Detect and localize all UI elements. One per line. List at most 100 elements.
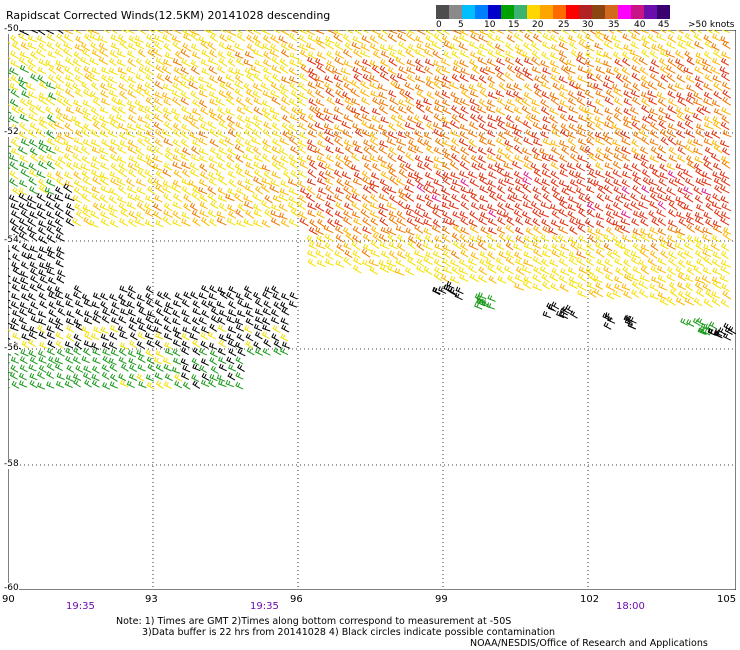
wind-barb xyxy=(190,59,199,68)
wind-barb xyxy=(91,373,100,382)
wind-barb xyxy=(201,372,210,381)
wind-barb xyxy=(46,331,55,340)
wind-barb xyxy=(632,96,641,106)
pass-time-label: 19:35 xyxy=(250,601,279,612)
wind-barb xyxy=(64,171,73,180)
wind-barb xyxy=(369,59,380,68)
wind-barb xyxy=(325,201,334,210)
legend-swatch xyxy=(566,5,579,19)
wind-barb xyxy=(387,162,396,172)
wind-barb xyxy=(459,233,469,244)
wind-barb xyxy=(369,154,379,163)
wind-barb xyxy=(172,96,182,107)
wind-barb xyxy=(325,258,334,266)
wind-barb xyxy=(317,177,326,186)
wind-barb xyxy=(584,194,595,204)
wind-barb xyxy=(10,88,20,98)
wind-barb xyxy=(109,171,119,180)
wind-barb xyxy=(262,291,271,300)
wind-barb xyxy=(144,113,153,122)
wind-barb xyxy=(396,234,406,243)
wind-barb xyxy=(703,155,712,164)
wind-barb xyxy=(593,107,604,116)
wind-barb xyxy=(370,217,379,226)
wind-barb xyxy=(504,139,514,148)
wind-barb xyxy=(209,146,219,156)
wind-barb xyxy=(334,136,344,147)
wind-barb xyxy=(226,333,235,341)
wind-barb xyxy=(623,202,633,211)
wind-barb xyxy=(676,64,685,74)
wind-barb xyxy=(207,41,217,51)
wind-barb xyxy=(595,220,605,228)
wind-barb xyxy=(701,171,712,180)
wind-barb xyxy=(470,251,480,260)
wind-barb xyxy=(153,104,163,114)
wind-barb xyxy=(434,137,444,147)
wind-barb xyxy=(595,241,605,251)
wind-barb xyxy=(613,51,622,60)
wind-barb xyxy=(433,156,444,164)
wind-barb xyxy=(685,211,694,220)
wind-barb xyxy=(200,332,209,341)
wind-barb xyxy=(21,251,30,260)
wind-barb xyxy=(650,276,660,284)
wind-barb xyxy=(523,161,533,170)
wind-barb xyxy=(334,225,344,235)
wind-barb xyxy=(394,83,405,91)
wind-barb xyxy=(326,194,336,202)
wind-barb xyxy=(640,160,649,169)
wind-barb xyxy=(433,163,442,171)
wind-barb xyxy=(514,251,523,260)
legend-labels: 0 5 10 15 20 25 30 35 40 45 >50 knots xyxy=(436,19,736,31)
wind-barb xyxy=(647,81,658,91)
wind-barb xyxy=(117,67,127,75)
wind-barb xyxy=(289,291,298,300)
wind-barb xyxy=(693,265,702,275)
wind-barb xyxy=(126,300,135,309)
wind-barb xyxy=(90,210,100,219)
wind-barb xyxy=(126,122,137,131)
wind-barb xyxy=(433,80,442,90)
wind-barb xyxy=(280,104,290,114)
wind-barb xyxy=(273,30,280,34)
wind-barb xyxy=(612,290,622,298)
wind-barb xyxy=(28,105,38,116)
wind-barb xyxy=(55,170,64,180)
wind-barb xyxy=(549,91,560,100)
wind-barb xyxy=(513,209,523,218)
wind-barb xyxy=(128,218,137,228)
wind-barb xyxy=(506,34,515,43)
wind-barb xyxy=(541,250,551,258)
wind-barb xyxy=(335,161,344,170)
wind-barb xyxy=(147,363,156,372)
wind-barb xyxy=(659,241,669,250)
wind-barb xyxy=(514,202,523,211)
map-title: Rapidscat Corrected Winds(12.5KM) 201410… xyxy=(6,9,331,22)
wind-barb xyxy=(370,249,380,258)
wind-barb xyxy=(269,107,280,115)
wind-barb xyxy=(360,105,370,115)
wind-barb xyxy=(363,162,372,171)
wind-barb xyxy=(468,241,479,251)
wind-barb xyxy=(721,51,731,59)
wind-barb xyxy=(333,33,343,43)
wind-barb xyxy=(82,107,92,116)
wind-barb xyxy=(65,317,74,326)
wind-barb xyxy=(595,89,606,98)
wind-barb xyxy=(209,74,219,84)
wind-barb xyxy=(603,51,613,60)
wind-barb xyxy=(8,72,12,75)
wind-barb xyxy=(561,187,570,196)
wind-barb xyxy=(8,83,11,91)
wind-barb xyxy=(272,130,282,138)
wind-barb xyxy=(448,81,459,90)
wind-barb xyxy=(561,306,571,314)
wind-barb xyxy=(640,218,649,227)
wind-barb xyxy=(289,160,299,170)
wind-barb xyxy=(577,154,588,163)
wind-barb xyxy=(487,121,497,130)
wind-barb xyxy=(576,243,587,252)
wind-barb xyxy=(560,122,570,132)
wind-barb xyxy=(118,131,128,140)
